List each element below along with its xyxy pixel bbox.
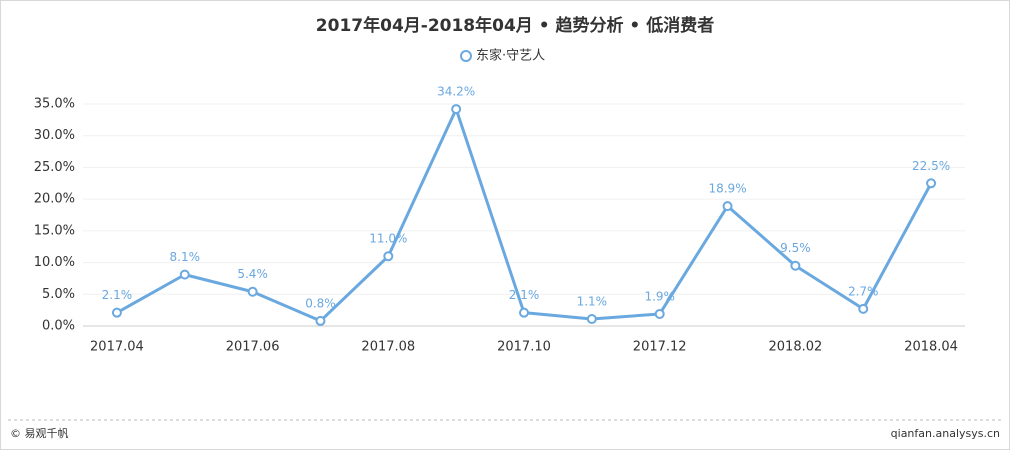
x-tick-label: 2017.06 bbox=[226, 340, 280, 355]
data-point bbox=[383, 251, 394, 262]
data-point bbox=[111, 307, 122, 318]
y-tick-label: 30.0% bbox=[34, 128, 75, 143]
data-point bbox=[247, 286, 258, 297]
footer-left: © 易观千帆 bbox=[10, 426, 69, 440]
x-tick-label: 2017.12 bbox=[633, 340, 687, 355]
data-point bbox=[179, 269, 190, 280]
data-label: 11.0% bbox=[369, 232, 407, 246]
x-tick-label: 2018.02 bbox=[769, 340, 823, 355]
data-label: 34.2% bbox=[437, 85, 475, 99]
data-point bbox=[858, 303, 869, 314]
data-point bbox=[586, 314, 597, 325]
data-label: 2.7% bbox=[848, 284, 879, 298]
chart-title: 2017年04月-2018年04月 • 趋势分析 • 低消费者 bbox=[316, 15, 714, 36]
data-label: 2.1% bbox=[102, 288, 133, 302]
y-tick-label: 20.0% bbox=[34, 192, 75, 207]
footer-right: qianfan.analysys.cn bbox=[891, 427, 1000, 440]
x-tick-label: 2017.10 bbox=[497, 340, 551, 355]
data-point bbox=[654, 308, 665, 319]
data-point bbox=[926, 178, 937, 189]
y-tick-label: 35.0% bbox=[34, 97, 75, 112]
x-tick-label: 2018.04 bbox=[904, 340, 958, 355]
data-label: 9.5% bbox=[780, 241, 811, 255]
data-label: 18.9% bbox=[708, 182, 746, 196]
data-point bbox=[519, 307, 529, 318]
legend-marker bbox=[460, 50, 472, 62]
y-tick-label: 5.0% bbox=[42, 287, 75, 302]
data-label: 1.1% bbox=[577, 295, 608, 309]
data-label: 0.8% bbox=[305, 296, 336, 310]
data-label: 8.1% bbox=[170, 250, 201, 264]
data-point bbox=[790, 260, 801, 271]
data-point bbox=[315, 315, 326, 326]
x-tick-label: 2017.08 bbox=[361, 340, 415, 355]
data-point bbox=[722, 201, 733, 212]
data-label: 22.5% bbox=[912, 159, 950, 173]
data-label: 5.4% bbox=[237, 267, 268, 281]
data-label: 1.9% bbox=[644, 289, 675, 303]
y-tick-label: 15.0% bbox=[34, 223, 75, 238]
data-point bbox=[451, 104, 462, 115]
legend-label: 东家·守艺人 bbox=[476, 48, 545, 64]
y-tick-label: 25.0% bbox=[34, 160, 75, 175]
data-label: 2.1% bbox=[509, 288, 540, 302]
x-tick-label: 2017.04 bbox=[90, 340, 144, 355]
y-tick-label: 0.0% bbox=[42, 319, 75, 334]
y-tick-label: 10.0% bbox=[34, 255, 75, 270]
